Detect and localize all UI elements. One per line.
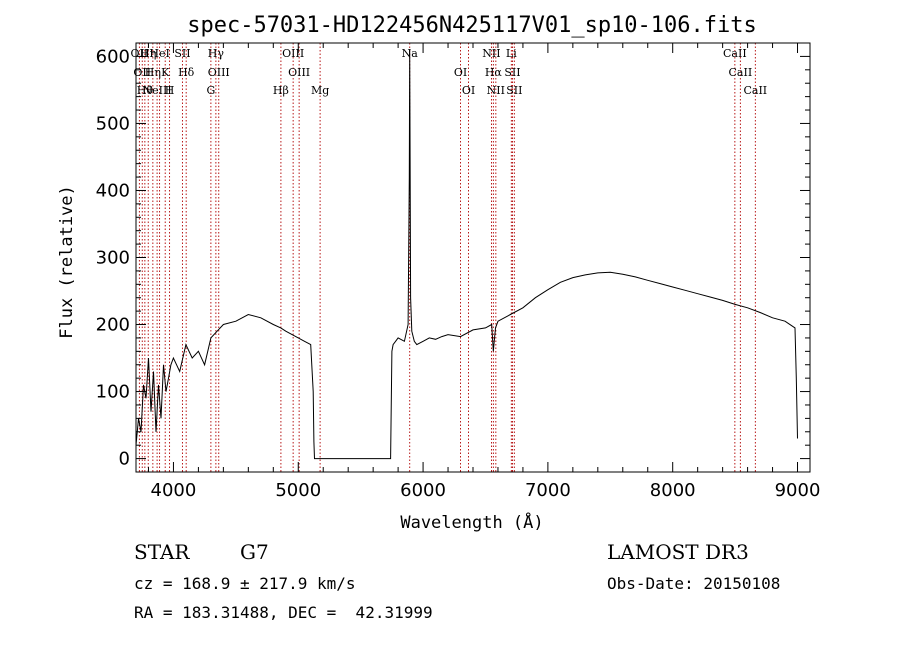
observation-date: Obs-Date: 20150108 — [607, 574, 781, 593]
x-tick-label: 9000 — [775, 480, 821, 501]
y-tick-label: 400 — [96, 180, 130, 201]
spectral-line-label: OI — [454, 66, 467, 79]
spectral-line-label: OIII — [208, 66, 230, 79]
y-tick-label: 500 — [96, 113, 130, 134]
y-tick-label: 0 — [119, 449, 130, 470]
chart-title: spec-57031-HD122456N425117V01_sp10-106.f… — [187, 13, 757, 38]
spectral-line-label: CaII — [743, 84, 767, 97]
spectral-line-label: K — [161, 66, 170, 79]
plot-frame — [135, 42, 811, 473]
spectral-line-label: Hη — [145, 66, 161, 79]
x-tick-label: 6000 — [400, 480, 446, 501]
spectral-line-label: G — [206, 84, 215, 97]
y-axis-label: Flux (relative) — [57, 185, 77, 339]
spectral-line-label: SII — [504, 66, 520, 79]
object-subclass: G7 — [240, 540, 269, 564]
spectral-line-label: OI — [462, 84, 475, 97]
spectral-line-label: OIII — [282, 47, 304, 60]
spectral-line-label: Hθ — [137, 84, 154, 97]
axis-ticks-layer: 4000 5000 6000 7000 8000 9000 0 100 200 300 400 500… — [96, 43, 821, 501]
spectral-line-label: SII — [506, 84, 522, 97]
spectral-line-label: HeI — [149, 47, 169, 60]
y-tick-label: 200 — [96, 315, 130, 336]
y-tick-label: 100 — [96, 382, 130, 403]
flux-series-line — [135, 49, 798, 460]
spectral-line-label: Hδ — [178, 66, 195, 79]
spectral-line-label: NII — [482, 47, 500, 60]
spectral-line-label: Hη — [140, 47, 156, 60]
x-tick-label: 8000 — [650, 480, 696, 501]
spectral-line-label: Li — [506, 47, 517, 60]
spectral-line-label: Hγ — [208, 47, 225, 60]
spectral-line-label: NeIII — [143, 84, 172, 97]
y-tick-label: 600 — [96, 46, 130, 67]
spectral-line-label: CaII — [723, 47, 747, 60]
ra-dec-coordinates: RA = 183.31488, DEC = 42.31999 — [134, 603, 433, 622]
x-tick-label: 7000 — [525, 480, 571, 501]
spectral-line-label: CaII — [729, 66, 753, 79]
x-axis-label: Wavelength (Å) — [400, 511, 543, 533]
spectral-line-label: Hα — [485, 66, 503, 79]
redshift-cz: cz = 168.9 ± 217.9 km/s — [134, 574, 356, 593]
spectral-line-label: OIII — [288, 66, 310, 79]
spectral-line-label: Hβ — [273, 84, 289, 97]
survey-name: LAMOST DR3 — [607, 540, 749, 564]
line-labels-layer: OII OII Hθ Hη Hη NeIII HeI KH SII Hδ G Hγ OIII Hβ OIII… — [131, 47, 768, 97]
spectral-line-label: Na — [402, 47, 419, 60]
spectral-line-label: Mg — [311, 84, 329, 97]
spectral-line-label: H — [165, 84, 175, 97]
spectral-line-label: SII — [174, 47, 190, 60]
y-tick-label: 300 — [96, 248, 130, 269]
spectral-line-label: NII — [487, 84, 505, 97]
object-class: STAR — [134, 540, 190, 564]
spectral-line-label: OII — [133, 66, 151, 79]
x-tick-label: 4000 — [151, 480, 197, 501]
spectral-lines-layer — [138, 43, 756, 472]
x-tick-label: 5000 — [275, 480, 321, 501]
spectral-line-label: OII — [131, 47, 149, 60]
